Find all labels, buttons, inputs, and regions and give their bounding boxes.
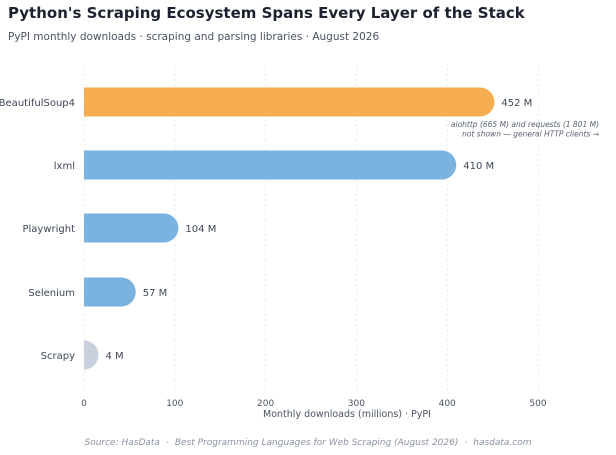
annotation: aiohttp (665 M) and requests (1 801 M)no… <box>451 120 599 139</box>
x-tick-label: 500 <box>529 399 546 409</box>
source-separator: · <box>464 438 468 448</box>
y-tick-label: Playwright <box>22 224 75 235</box>
data-label: 410 M <box>463 161 494 172</box>
chart-source: Source: HasData · Best Programming Languag… <box>0 438 616 448</box>
bar-selenium <box>84 277 136 307</box>
bars <box>84 87 495 370</box>
y-tick-label: BeautifulSoup4 <box>0 98 75 109</box>
chart-title: Python's Scraping Ecosystem Spans Every … <box>8 4 525 22</box>
annotation-line: aiohttp (665 M) and requests (1 801 M) <box>451 120 599 129</box>
bar-scrapy <box>84 340 99 370</box>
chart-subtitle: PyPI monthly downloads · scraping and pa… <box>8 31 380 43</box>
x-tick-label: 100 <box>166 399 183 409</box>
data-label: 452 M <box>501 98 532 109</box>
annotation-line: not shown — general HTTP clients → <box>462 130 599 139</box>
y-tick-label: Scrapy <box>41 351 75 362</box>
bar-playwright <box>84 213 179 243</box>
x-tick-label: 400 <box>439 399 456 409</box>
source-separator: · <box>165 438 169 448</box>
x-tick-label: 200 <box>257 399 274 409</box>
data-label: 4 M <box>106 351 124 362</box>
source-site: hasdata.com <box>473 438 532 448</box>
data-label: 104 M <box>185 224 216 235</box>
y-tick-label: lxml <box>54 161 75 172</box>
x-tick-label: 0 <box>81 399 87 409</box>
source-attribution: Source: HasData <box>84 438 160 448</box>
bar-beautifulsoup4 <box>84 87 495 117</box>
y-tick-label: Selenium <box>28 288 75 299</box>
x-axis-label: Monthly downloads (millions) · PyPI <box>263 409 431 420</box>
x-tick-label: 300 <box>348 399 365 409</box>
source-article: Best Programming Languages for Web Scrap… <box>174 438 459 448</box>
data-label: 57 M <box>143 288 168 299</box>
bar-lxml <box>84 150 457 180</box>
labels: 0 100 200 300 400 500 BeautifulSoup4 452 M lxml 4… <box>0 98 547 409</box>
